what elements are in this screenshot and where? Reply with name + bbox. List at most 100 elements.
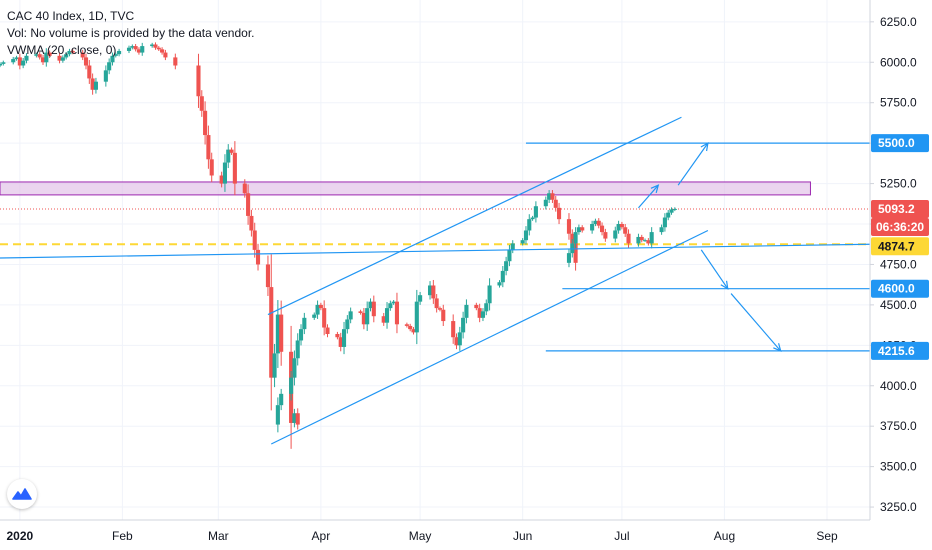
price-tag-drawing (871, 134, 929, 153)
trend-drawings[interactable] (0, 116, 871, 445)
candle-body (295, 340, 300, 359)
candle-body (348, 311, 353, 320)
candle-body (229, 149, 234, 153)
arrow-head (720, 280, 729, 290)
chart-title: CAC 40 Index, 1D, TVC (7, 9, 135, 23)
candle-body (163, 52, 168, 58)
candle-body (57, 55, 62, 61)
candle-body (1, 62, 6, 64)
price-tick-label: 6000.0 (880, 55, 917, 69)
price-tag-label: 4215.6 (878, 344, 915, 358)
candle-body (70, 50, 75, 53)
candle-body (11, 59, 16, 63)
candle-body (345, 319, 350, 330)
indicator-label: VWMA (20, close, 0) (7, 43, 117, 57)
candle-body (646, 240, 651, 244)
candle-body (275, 314, 280, 354)
price-tag-label: 5500.0 (878, 136, 915, 150)
price-tag-drawing (871, 341, 929, 360)
candle-body (312, 314, 317, 318)
candle-body (34, 54, 39, 56)
candle-body (573, 243, 578, 263)
price-axis-background (870, 0, 932, 550)
arrow-head (650, 184, 660, 194)
countdown-tag (871, 217, 929, 236)
candle-body (474, 304, 479, 309)
candle-body (242, 183, 247, 194)
candle-body (600, 225, 605, 233)
candle-body (289, 377, 294, 394)
candle-body (279, 393, 284, 406)
candle-body (318, 304, 323, 309)
candle-body (130, 46, 135, 48)
tradingview-logo-icon[interactable] (7, 479, 37, 509)
candle-body (196, 65, 201, 97)
candle-body (302, 317, 307, 330)
candle-body (21, 60, 26, 66)
candle-body (160, 49, 165, 53)
price-tick-label: 4000.0 (880, 379, 917, 393)
reference-lines (0, 208, 870, 246)
price-tick-label: 3500.0 (880, 460, 917, 474)
candle-body (547, 193, 552, 200)
arrow-head (773, 343, 782, 353)
candle-body (252, 230, 257, 250)
candle-body (279, 314, 284, 352)
time-tick-label: Jul (614, 529, 629, 543)
candle-body (87, 65, 92, 79)
candle-body (643, 240, 648, 242)
chart-legend: CAC 40 Index, 1D, TVC Vol: No volume is … (7, 8, 254, 59)
candle-body (619, 224, 624, 228)
candle-body (140, 46, 145, 53)
candle-body (669, 209, 674, 213)
candle-body (110, 55, 115, 63)
candle-body (361, 312, 366, 325)
candle-body (209, 159, 214, 176)
candle-body (616, 224, 621, 231)
candle-body (67, 50, 72, 55)
price-tag-label: 4600.0 (878, 282, 915, 296)
candle-body (388, 303, 393, 309)
candle-body (434, 298, 439, 309)
candle-body (126, 47, 132, 51)
price-tag-last (871, 199, 929, 218)
candle-body (335, 333, 340, 338)
candle-body (93, 81, 98, 90)
candle-body (527, 219, 532, 231)
candle-body (156, 47, 161, 50)
candle-body (394, 301, 400, 325)
candle-body (222, 162, 227, 184)
candle-body (365, 308, 370, 325)
candle-body (404, 324, 409, 326)
candle-body (487, 285, 492, 304)
time-tick-label: Jun (513, 529, 532, 543)
candle-body (117, 50, 122, 55)
candle-body (596, 220, 601, 226)
candle-body (83, 57, 89, 66)
candle-body (44, 52, 49, 63)
trendline (270, 229, 709, 445)
candle-body (510, 243, 515, 250)
candle-body (480, 311, 486, 318)
candle-body (338, 337, 343, 347)
price-tick-label: 4750.0 (880, 257, 917, 271)
candle-body (368, 301, 373, 309)
candle-body (556, 207, 562, 220)
candle-body (457, 332, 462, 346)
time-tick-label: Mar (208, 529, 229, 543)
resistance-zone[interactable] (0, 181, 811, 196)
candle-body (649, 232, 654, 244)
candle-body (441, 309, 446, 322)
candle-body (14, 57, 19, 60)
candle-body (497, 282, 502, 286)
grid (0, 0, 870, 520)
candle-body (292, 358, 297, 378)
candle-body (623, 227, 628, 234)
candle-body (113, 54, 118, 56)
time-tick-label: May (409, 529, 432, 543)
candle-body (461, 317, 466, 333)
candle-body (90, 78, 95, 90)
